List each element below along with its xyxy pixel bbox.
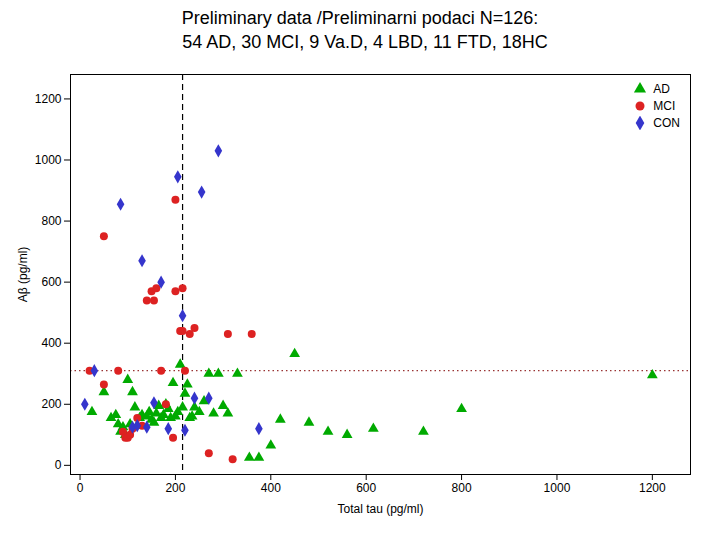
svg-text:Total tau (pg/ml): Total tau (pg/ml) [337, 502, 423, 516]
html-text:Preliminary data /Preliminarni: Preliminary data /Preliminarni podaci N=… [181, 8, 539, 28]
svg-text:600: 600 [356, 481, 376, 495]
html-text:MCI: MCI [653, 99, 676, 113]
svg-text:800: 800 [41, 214, 61, 228]
svg-text:400: 400 [41, 336, 61, 350]
html-text:CON: CON [653, 116, 680, 130]
html-text:AD: AD [653, 82, 670, 96]
html-text:54 AD, 30 MCI, 9 Va.D, 4 LBD,: 54 AD, 30 MCI, 9 Va.D, 4 LBD, 11 FTD, 18… [172, 32, 548, 52]
svg-text:0: 0 [77, 481, 84, 495]
svg-text:1000: 1000 [544, 481, 571, 495]
svg-text:0: 0 [55, 458, 62, 472]
svg-text:1200: 1200 [35, 92, 62, 106]
svg-text:600: 600 [41, 275, 61, 289]
svg-text:Aβ (pg/ml): Aβ (pg/ml) [16, 247, 30, 303]
svg-text:200: 200 [41, 397, 61, 411]
svg-text:1200: 1200 [639, 481, 666, 495]
svg-text:800: 800 [452, 481, 472, 495]
svg-text:1000: 1000 [35, 153, 62, 167]
svg-text:400: 400 [261, 481, 281, 495]
svg-text:200: 200 [165, 481, 185, 495]
